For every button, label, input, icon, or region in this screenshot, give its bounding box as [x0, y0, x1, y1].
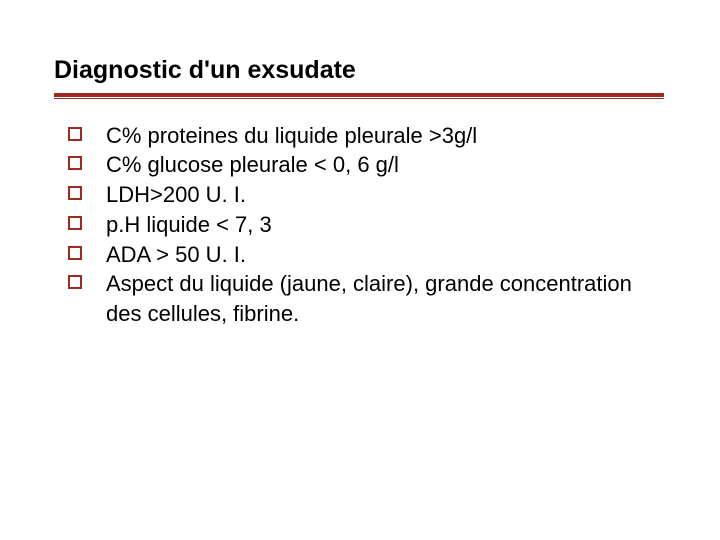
list-item: p.H liquide < 7, 3	[68, 210, 666, 240]
list-item-text: Aspect du liquide (jaune, claire), grand…	[106, 271, 632, 326]
square-bullet-icon	[68, 275, 82, 289]
title-underline	[54, 93, 664, 99]
list-item: LDH>200 U. I.	[68, 180, 666, 210]
slide-title: Diagnostic d'un exsudate	[54, 56, 666, 85]
list-item: C% proteines du liquide pleurale >3g/l	[68, 121, 666, 151]
list-item-text: C% glucose pleurale < 0, 6 g/l	[106, 152, 399, 177]
slide: Diagnostic d'un exsudate C% proteines du…	[0, 0, 720, 540]
list-item: ADA > 50 U. I.	[68, 240, 666, 270]
list-item: Aspect du liquide (jaune, claire), grand…	[68, 269, 666, 328]
list-item-text: p.H liquide < 7, 3	[106, 212, 272, 237]
list-item-text: C% proteines du liquide pleurale >3g/l	[106, 123, 477, 148]
list-item-text: ADA > 50 U. I.	[106, 242, 246, 267]
list-item: C% glucose pleurale < 0, 6 g/l	[68, 150, 666, 180]
underline-thin-bar	[54, 98, 664, 99]
square-bullet-icon	[68, 216, 82, 230]
square-bullet-icon	[68, 127, 82, 141]
square-bullet-icon	[68, 156, 82, 170]
square-bullet-icon	[68, 186, 82, 200]
list-item-text: LDH>200 U. I.	[106, 182, 246, 207]
square-bullet-icon	[68, 246, 82, 260]
bullet-list: C% proteines du liquide pleurale >3g/l C…	[54, 121, 666, 329]
